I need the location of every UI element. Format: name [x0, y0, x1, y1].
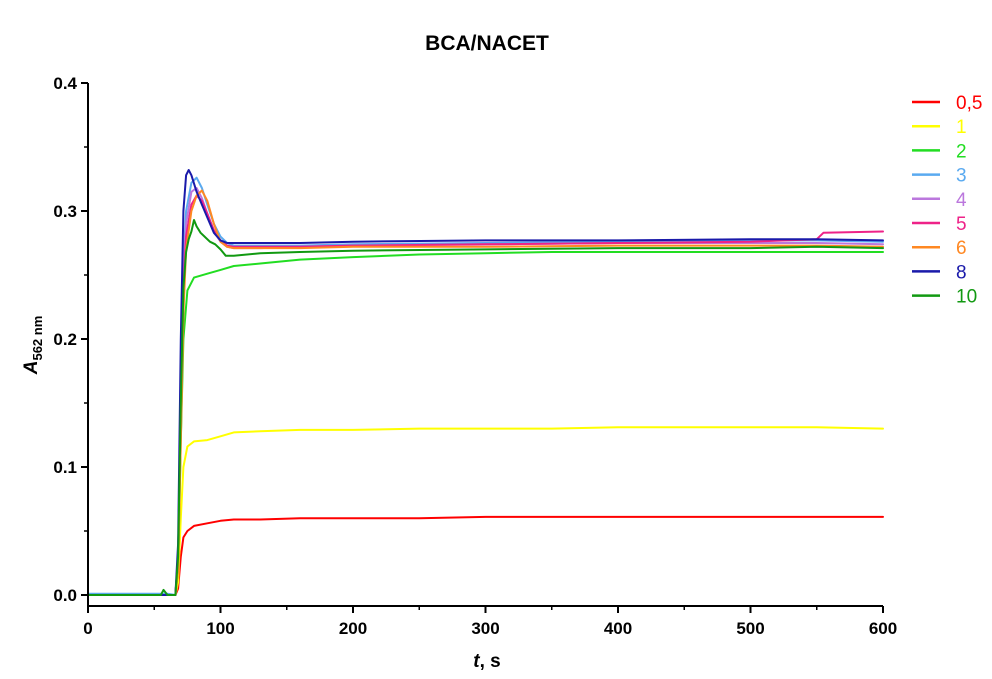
legend-label: 6 [956, 238, 967, 259]
legend-label: 3 [956, 166, 967, 187]
x-tick-label: 500 [736, 619, 764, 638]
x-axis-label-unit: , s [480, 651, 501, 672]
series-line-8 [87, 169, 884, 596]
chart-title: BCA/NACET [425, 32, 549, 55]
legend-label: 10 [956, 287, 977, 308]
legend-label: 8 [956, 262, 967, 283]
y-tick-label: 0.2 [53, 330, 77, 349]
y-tick-label: 0.1 [53, 458, 77, 477]
x-axis-label: t, s [473, 651, 500, 672]
x-tick-label: 600 [869, 619, 897, 638]
y-tick-label: 0.4 [53, 74, 77, 93]
y-axis-ticks: 0.0 0.1 0.2 0.3 0.4 [53, 74, 88, 605]
legend-label: 5 [956, 214, 967, 235]
y-tick-label: 0.0 [53, 586, 77, 605]
legend-label: 1 [956, 117, 967, 138]
y-tick-label: 0.3 [53, 202, 77, 221]
x-tick-label: 200 [339, 619, 367, 638]
series-line-10 [87, 219, 884, 596]
x-axis-label-main: t [473, 651, 480, 672]
x-tick-label: 300 [471, 619, 499, 638]
series-line-5 [87, 194, 884, 596]
y-axis-label: A562 nm [21, 316, 45, 376]
x-tick-label: 400 [604, 619, 632, 638]
x-tick-label: 100 [206, 619, 234, 638]
series-line-1 [87, 426, 884, 596]
y-axis-label-sub: 562 nm [30, 316, 45, 361]
legend-label: 0,5 [956, 93, 982, 114]
y-axis-label-main: A [21, 361, 42, 376]
series-line-2 [87, 251, 884, 596]
legend-label: 4 [956, 190, 967, 211]
series-group [87, 169, 884, 596]
series-line-0-5 [87, 515, 884, 596]
x-tick-label: 0 [83, 619, 92, 638]
x-axis-ticks: 0 100 200 300 400 500 600 [83, 606, 897, 638]
legend-label: 2 [956, 141, 967, 162]
legend: 0,5 1 2 3 4 5 6 8 10 [912, 93, 982, 308]
